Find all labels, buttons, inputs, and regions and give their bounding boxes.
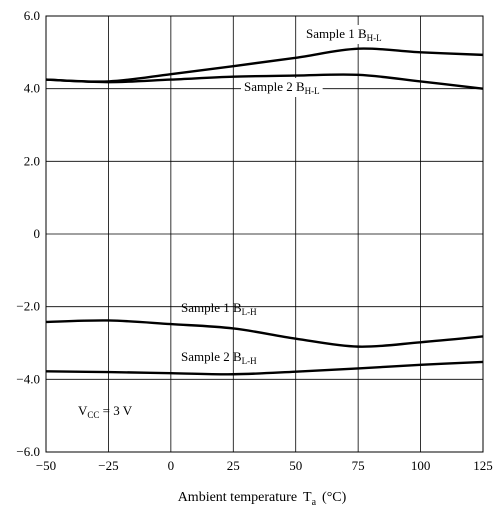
y-tick-label: 6.0 (24, 8, 40, 23)
x-tick-label: 0 (168, 458, 175, 473)
series-layer (45, 47, 484, 376)
y-tick-label: 0 (34, 226, 41, 241)
x-tick-label: 75 (352, 458, 365, 473)
x-axis-label: Ambient temperature Ta (°C) (178, 490, 347, 508)
series-label-sample1-bhl: Sample 1 BH-L (306, 26, 382, 43)
y-tick-label: −4.0 (16, 371, 40, 386)
y-tick-label: 2.0 (24, 153, 40, 168)
x-tick-label: 50 (289, 458, 302, 473)
y-tick-label: −6.0 (16, 444, 40, 459)
label-background (241, 78, 323, 97)
x-tick-label: −50 (36, 458, 56, 473)
y-tick-label: 4.0 (24, 81, 40, 96)
tick-labels: −50 −25 0 25 50 75 100 125 −6.0 −4.0 −2.0 0 2.0 4.0 6.… (16, 8, 492, 473)
x-tick-label: 25 (227, 458, 240, 473)
x-tick-label: 125 (473, 458, 493, 473)
y-tick-label: −2.0 (16, 299, 40, 314)
x-tick-label: −25 (98, 458, 118, 473)
x-tick-label: 100 (411, 458, 431, 473)
series-line-sample2-blh (45, 360, 484, 376)
series-line-sample1-blh (45, 319, 484, 348)
series-label-sample2-blh: Sample 2 BL-H (181, 349, 257, 366)
series-line-sample2-bhl (45, 73, 484, 90)
condition-annotation: VCC = 3 V (78, 403, 133, 420)
plot-frame (45, 15, 484, 453)
series-label-sample1-blh: Sample 1 BL-H (181, 300, 257, 317)
label-background (303, 25, 385, 44)
series-label-sample2-bhl: Sample 2 BH-L (244, 79, 320, 96)
